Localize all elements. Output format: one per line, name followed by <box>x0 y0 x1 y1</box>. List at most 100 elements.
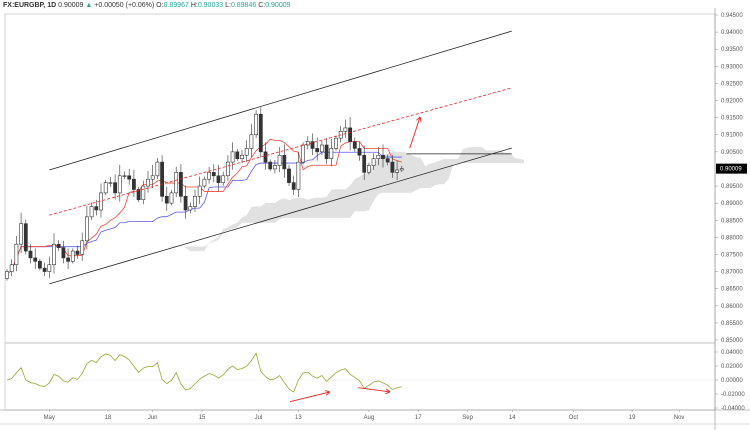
candle-body <box>127 175 132 180</box>
candle <box>221 171 226 186</box>
candle-body <box>371 158 376 166</box>
candle-body <box>258 113 263 153</box>
x-tick-label: May <box>44 415 55 421</box>
candle <box>272 160 277 174</box>
y-tick-label: 0.88500 <box>721 218 743 224</box>
candle <box>305 136 310 150</box>
candle-body <box>244 148 249 156</box>
candle <box>343 119 348 138</box>
high-value: 0.90033 <box>197 2 224 9</box>
candle-body <box>240 154 244 159</box>
channel-lower-trendline <box>49 147 512 285</box>
candle <box>9 259 14 276</box>
candle-body <box>183 196 188 211</box>
candle-body <box>305 141 310 146</box>
candle <box>193 189 197 213</box>
candle <box>334 135 338 151</box>
candle-body <box>19 223 24 245</box>
candle <box>371 153 376 170</box>
candle <box>37 258 42 271</box>
open-label: O: <box>156 2 164 9</box>
candle-body <box>362 154 367 173</box>
y-tick-label: 0.89500 <box>721 184 743 190</box>
candle <box>169 190 174 206</box>
candle <box>122 171 127 180</box>
candle-body <box>150 175 155 180</box>
close-label: C: <box>258 2 266 9</box>
last-price-badge <box>716 163 747 174</box>
chart-legend-header: FX:EURGBP, 1D 0.90009 ▲ +0.00050 (+0.06%… <box>3 2 291 9</box>
y-tick-label: 0.93500 <box>721 47 743 53</box>
y-tick-label: 0.89000 <box>721 201 743 207</box>
candle-body <box>301 144 306 163</box>
candle <box>103 179 108 196</box>
y-tick-label: 0.94500 <box>721 13 743 19</box>
candle <box>56 240 61 251</box>
y-tick-label: 0.87500 <box>721 252 743 258</box>
y-tick-label: 0.92000 <box>721 99 743 105</box>
candle-body <box>324 144 329 159</box>
candle <box>329 138 334 167</box>
candle-body <box>291 182 296 190</box>
candle <box>244 140 249 162</box>
candle-body <box>47 264 52 272</box>
kijun-sen-line <box>6 151 402 276</box>
candle-body <box>343 127 348 132</box>
candle <box>127 168 132 185</box>
candle <box>207 166 212 184</box>
candle-body <box>272 165 277 170</box>
y-tick-label: 0.88000 <box>721 235 743 241</box>
candle-body <box>399 168 404 171</box>
y-tick-label: 0.90500 <box>721 150 743 156</box>
candle-body <box>132 178 136 190</box>
candle-body <box>381 154 385 159</box>
candle <box>179 164 183 203</box>
candle-body <box>56 243 61 248</box>
candle <box>164 186 169 211</box>
candle <box>216 164 221 192</box>
candle <box>146 171 150 193</box>
candle <box>66 248 71 269</box>
candle <box>268 159 273 172</box>
candle <box>150 164 155 188</box>
y-tick-label: 0.91500 <box>721 116 743 122</box>
candle <box>89 202 94 221</box>
candle-body <box>146 178 150 187</box>
candle <box>249 123 254 158</box>
candle <box>132 169 136 198</box>
candle-body <box>9 264 14 272</box>
candle <box>188 202 193 214</box>
arrow-head <box>385 388 391 393</box>
arrow-head <box>325 391 331 396</box>
candle <box>70 248 75 264</box>
candle <box>85 205 89 250</box>
candle-body <box>52 243 56 266</box>
arrow-head <box>416 116 421 121</box>
candle <box>61 240 66 264</box>
candle-body <box>160 161 165 197</box>
candle <box>254 110 259 139</box>
candle <box>197 176 202 204</box>
candle <box>376 147 381 166</box>
change: +0.00050 (+0.06%) <box>94 2 155 9</box>
y-tick-label: 0.86500 <box>721 287 743 293</box>
candle-body <box>155 161 160 177</box>
x-tick-label: 15 <box>199 415 206 421</box>
candle-body <box>136 189 141 201</box>
candle <box>19 212 24 253</box>
candle <box>226 155 230 182</box>
candle <box>235 149 240 161</box>
candle <box>296 152 301 198</box>
triangle-up-icon: ▲ <box>85 2 93 9</box>
x-tick-label: Oct <box>569 415 579 421</box>
y-tick-label: 0.94000 <box>721 30 743 36</box>
open-value: 0.89967 <box>163 2 189 9</box>
x-tick-label: 18 <box>105 415 112 421</box>
candle-body <box>169 192 174 204</box>
candle <box>263 142 268 170</box>
candle-body <box>66 257 71 262</box>
candle <box>14 236 19 272</box>
candle <box>324 138 329 165</box>
y-tick-label: 0.91000 <box>721 133 743 139</box>
